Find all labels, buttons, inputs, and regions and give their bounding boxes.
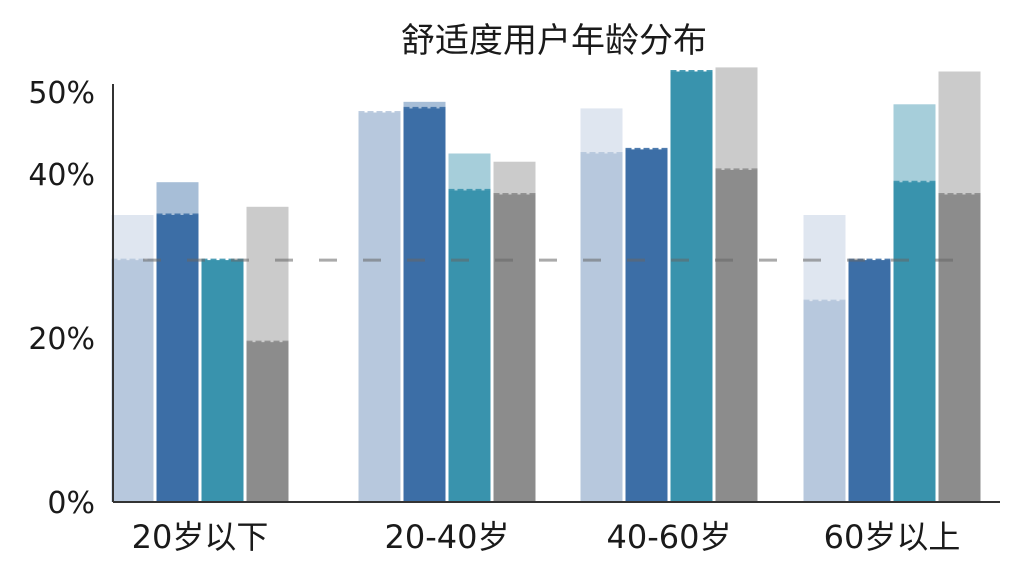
y-tick-label: 40% <box>28 158 95 193</box>
bar-upper-segment <box>715 67 758 170</box>
bar <box>625 149 668 502</box>
bar <box>893 182 936 502</box>
bar-upper-segment <box>803 215 846 302</box>
bar <box>111 260 154 502</box>
bar-upper-segment <box>403 101 446 109</box>
x-tick-label: 20岁以下 <box>132 518 269 556</box>
bar-upper-segment <box>893 104 936 183</box>
bar-upper-segment <box>156 182 199 215</box>
x-tick-label: 60岁以上 <box>824 518 961 556</box>
bar <box>938 194 981 502</box>
bar <box>848 260 891 502</box>
bar <box>493 194 536 502</box>
x-tick-label: 40-60岁 <box>607 518 732 556</box>
y-tick-label: 20% <box>28 322 95 357</box>
bar-upper-segment <box>938 71 981 195</box>
bar <box>246 342 289 502</box>
y-tick-label: 0% <box>47 486 95 521</box>
bar <box>715 169 758 502</box>
bar-upper-segment <box>580 108 623 154</box>
bar <box>803 301 846 502</box>
bar <box>403 108 446 503</box>
bar <box>156 215 199 502</box>
bar-upper-segment <box>246 206 289 343</box>
bar <box>201 260 244 502</box>
x-tick-label: 20-40岁 <box>385 518 510 556</box>
bar <box>448 190 491 502</box>
bar-upper-segment <box>448 153 491 191</box>
y-tick-label: 50% <box>28 76 95 111</box>
bar <box>670 71 713 502</box>
x-axis: 20岁以下 20-40岁 40-60岁 60岁以上 <box>113 501 1000 556</box>
bar <box>580 153 623 502</box>
bar-upper-segment <box>493 161 536 195</box>
bar <box>358 112 401 502</box>
chart-title: 舒适度用户年龄分布 <box>401 21 707 61</box>
bars-group <box>111 67 981 503</box>
y-axis: 0% 20% 40% 50% <box>28 76 114 521</box>
bar-upper-segment <box>111 215 154 261</box>
